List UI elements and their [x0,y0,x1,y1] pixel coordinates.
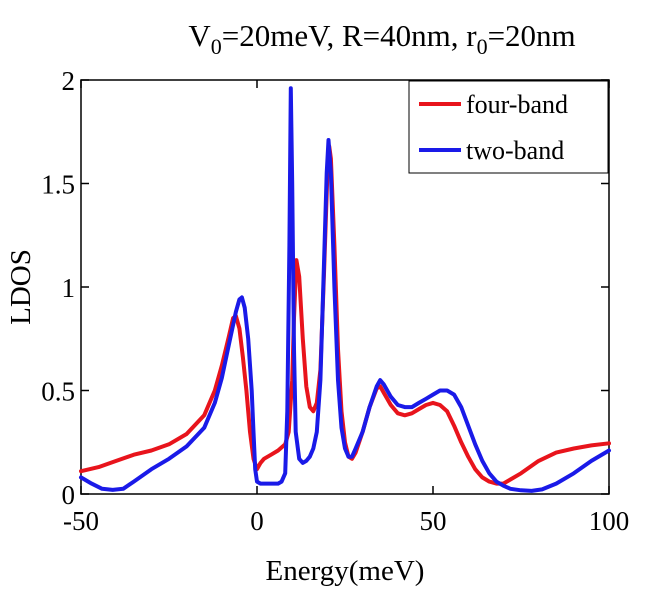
series-line-two-band [79,86,611,493]
x-tick-label-3: 100 [589,506,630,536]
x-tick-label-1: 0 [250,506,264,536]
y-axis-label: LDOS [5,249,37,325]
legend-box [408,80,609,174]
series-line-four-band [79,144,611,486]
title-sub-0: 0 [211,34,222,59]
x-tick-label-0: -50 [63,506,99,536]
title-v: V [188,18,211,53]
chart-title: V0=20meV, R=40nm, r0=20nm [188,18,575,59]
y-tick-label-2: 1 [62,273,76,303]
y-tick-label-0: 0 [62,480,76,510]
title-middle: =20meV, R=40nm, r [222,18,478,53]
legend: four-band two-band [408,80,609,174]
title-end: =20nm [488,18,576,53]
y-tick-label-1: 0.5 [41,377,75,407]
series-layer [79,86,611,493]
x-axis-label: Energy(meV) [266,555,425,587]
legend-label-two-band: two-band [466,136,564,165]
y-tick-label-3: 1.5 [41,170,75,200]
x-tick-label-2: 50 [420,506,447,536]
y-tick-label-4: 2 [62,66,76,96]
legend-label-four-band: four-band [466,90,568,119]
title-sub-0b: 0 [477,34,488,59]
